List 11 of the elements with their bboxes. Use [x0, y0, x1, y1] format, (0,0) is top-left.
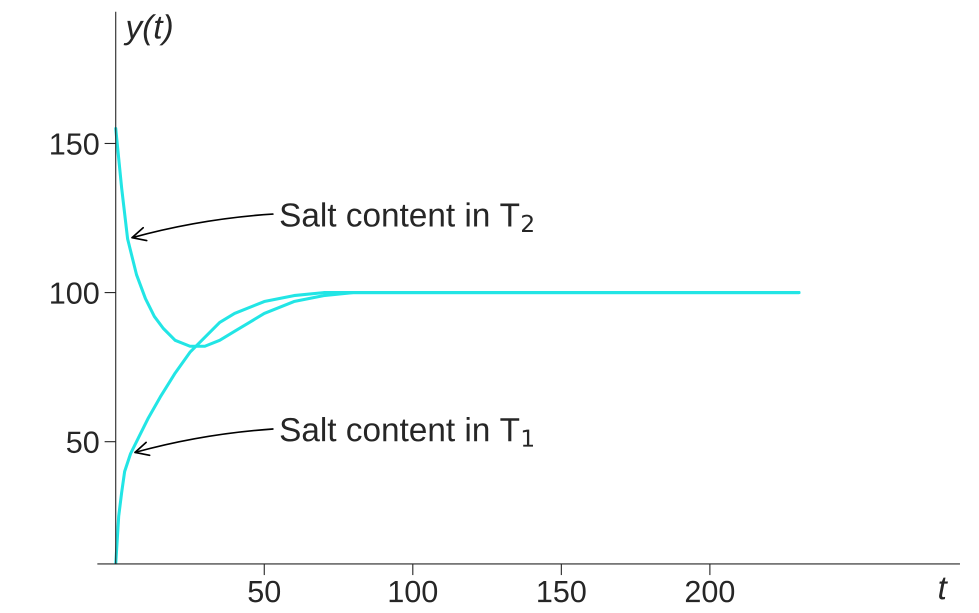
annotation: Salt content in T$_{1}$ [280, 417, 533, 447]
annotation: Salt content in T$_{2}$ [280, 202, 533, 232]
y-tick-label: 50 [66, 431, 99, 454]
x-tick-label: 50 [248, 580, 280, 602]
y-axis-title: y(t) [124, 14, 172, 46]
y-tick-label: 100 [51, 282, 99, 304]
x-tick-label: 200 [686, 580, 734, 602]
y-tick-label: 150 [51, 133, 99, 155]
x-tick-label: 100 [390, 580, 438, 602]
x-axis-title: t [939, 578, 948, 600]
x-tick-label: 150 [538, 580, 586, 602]
